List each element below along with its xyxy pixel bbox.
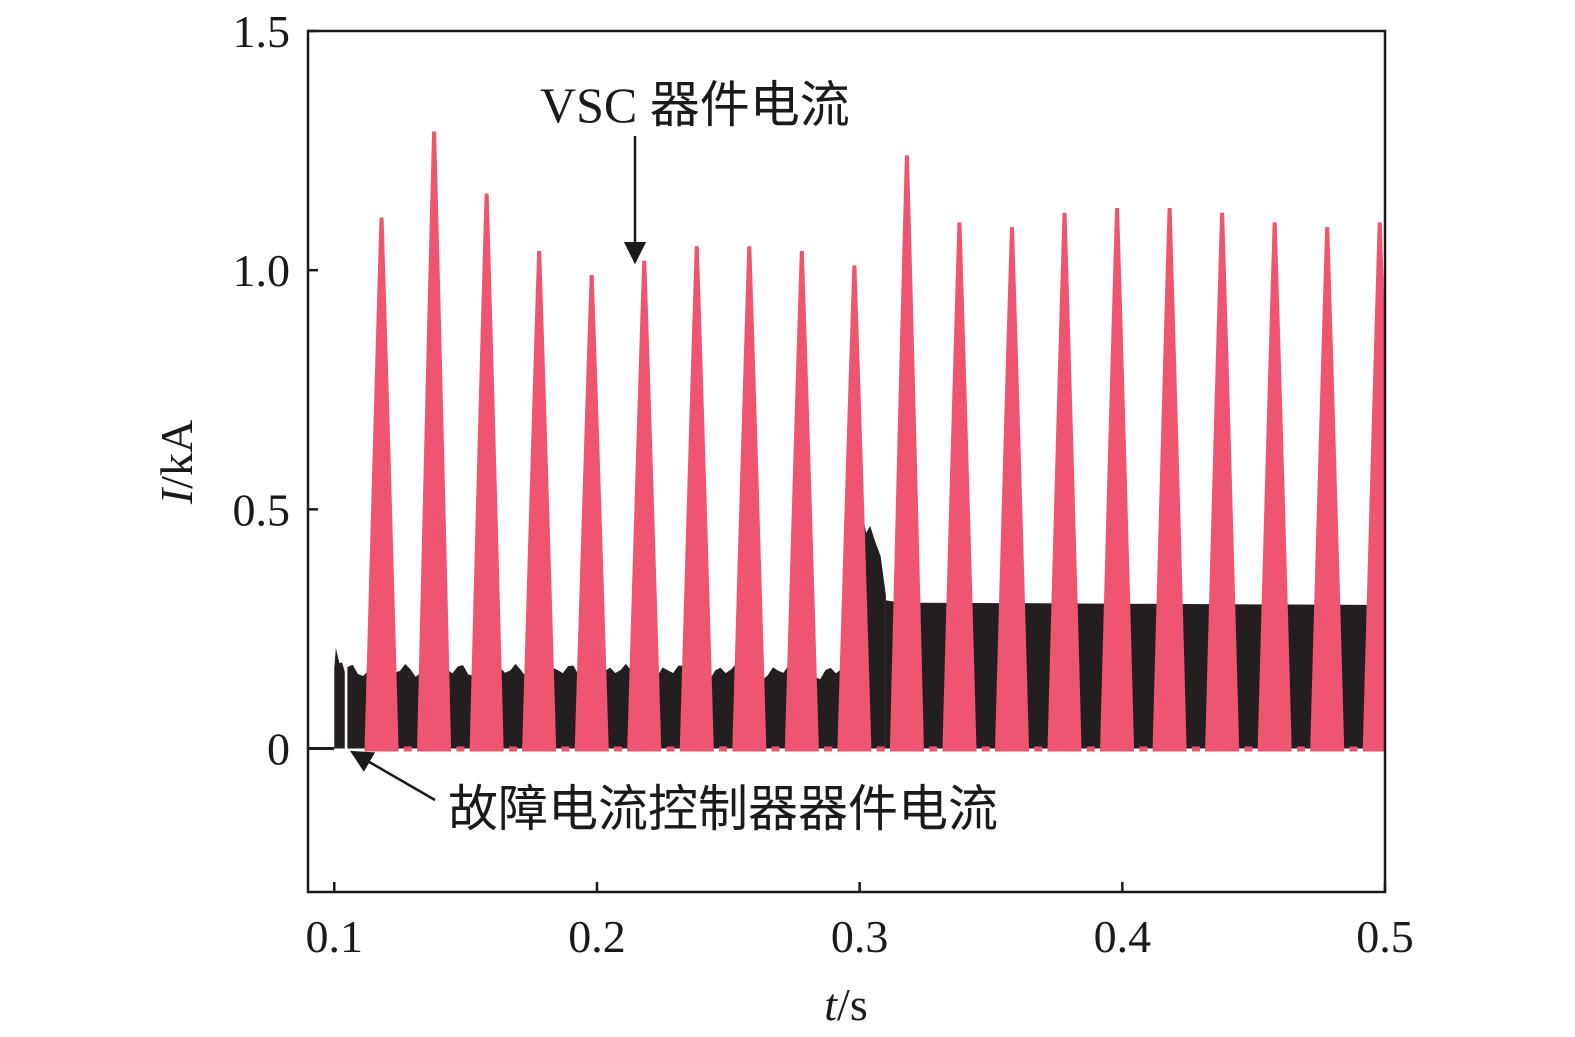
vsc-pulse: [522, 251, 557, 752]
y-tick-label: 1.5: [233, 6, 291, 57]
vsc-base-mark: [1244, 746, 1253, 752]
vsc-pulse: [1099, 207, 1135, 752]
vsc-base-mark: [929, 746, 938, 752]
vsc-base-mark: [403, 746, 412, 752]
vsc-base-mark: [719, 746, 728, 752]
vsc-base-mark: [824, 746, 833, 752]
vsc-base-mark: [666, 746, 675, 752]
x-tick-label: 0.1: [306, 911, 364, 962]
vsc-pulse: [1047, 212, 1082, 752]
vsc-pulse: [784, 251, 819, 752]
vsc-current-series: [364, 131, 1385, 752]
vsc-base-mark: [981, 746, 990, 752]
vsc-pulse: [732, 246, 767, 752]
vsc-pulse: [1310, 227, 1345, 752]
vsc-pulse: [679, 246, 714, 752]
y-axis-unit: /kA: [151, 420, 202, 489]
fcl-annotation-arrow: [350, 750, 436, 802]
x-axis-unit: /s: [837, 979, 868, 1030]
y-tick-label: 0: [267, 724, 290, 775]
vsc-pulse: [1152, 207, 1187, 752]
vsc-base-mark: [508, 746, 517, 752]
vsc-base-mark: [561, 746, 570, 752]
vsc-pulse: [1205, 212, 1240, 752]
vsc-base-mark: [1139, 746, 1148, 752]
vsc-base-mark: [1034, 746, 1043, 752]
vsc-pulse: [574, 274, 609, 752]
vsc-base-mark: [876, 746, 885, 752]
vsc-pulse: [364, 217, 399, 752]
vsc-pulse: [1257, 222, 1292, 752]
vsc-base-mark: [1296, 746, 1305, 752]
vsc-base-mark: [1191, 746, 1200, 752]
fcl-annotation-label: 故障电流控制器器件电流: [448, 781, 998, 837]
fcl-initial-transient: [334, 648, 345, 749]
vsc-pulse: [942, 222, 977, 752]
y-axis-var: I: [151, 486, 202, 505]
plot-frame: [306, 29, 1387, 894]
y-axis-label: I/kA: [151, 420, 202, 505]
vsc-annotation-label: VSC 器件电流: [540, 77, 850, 133]
vsc-pulse: [1362, 222, 1385, 752]
x-tick-label: 0.2: [568, 911, 626, 962]
x-tick-label: 0.4: [1094, 911, 1152, 962]
x-tick-label: 0.3: [831, 911, 889, 962]
vsc-pulse: [417, 131, 452, 752]
vsc-base-mark: [613, 746, 622, 752]
y-tick-label: 0.5: [233, 484, 291, 535]
vsc-pulse: [837, 265, 872, 752]
vsc-pulse: [627, 260, 662, 752]
x-axis: 0.1 0.2 0.3 0.4 0.5: [306, 882, 1414, 962]
x-tick-label: 0.5: [1356, 911, 1414, 962]
vsc-pulse: [469, 193, 504, 752]
vsc-base-mark: [456, 746, 465, 752]
vsc-base-mark: [1349, 746, 1358, 752]
vsc-pulse: [994, 227, 1030, 752]
vsc-base-mark: [771, 746, 780, 752]
y-axis: 0 0.5 1.0 1.5: [233, 6, 318, 775]
x-axis-label: t/s: [824, 979, 867, 1030]
annotations: VSC 器件电流 故障电流控制器器件电流: [350, 77, 998, 837]
plot-area: [308, 131, 1385, 752]
y-tick-label: 1.0: [233, 245, 291, 296]
vsc-pulse: [889, 155, 924, 752]
x-axis-var: t: [824, 979, 838, 1030]
vsc-base-mark: [1086, 746, 1095, 752]
